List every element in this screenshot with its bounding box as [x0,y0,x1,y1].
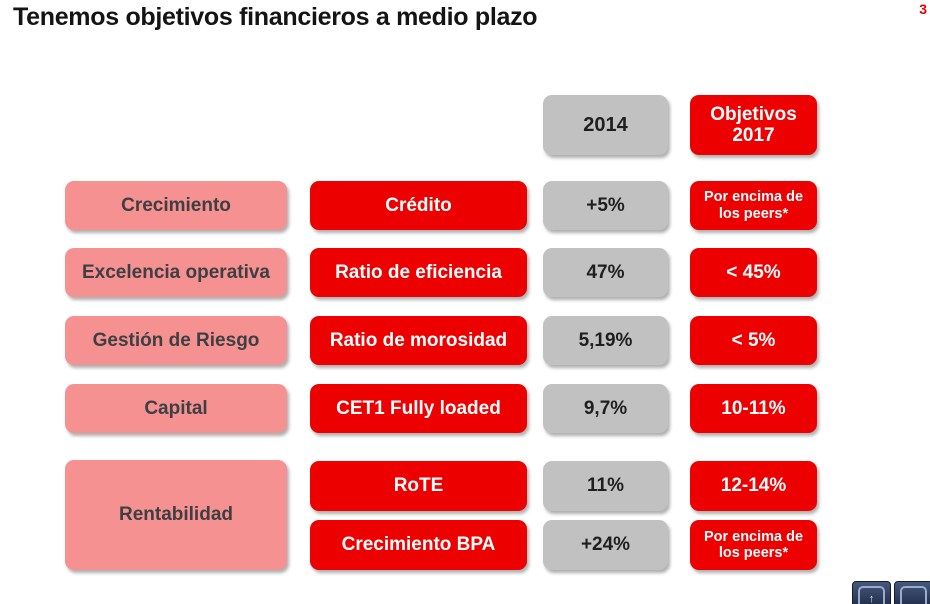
metric-rote: RoTE [310,461,527,511]
category-capital: Capital [65,384,287,433]
nav-button-partial-icon [900,586,927,604]
target-2017-crecimiento-bpa: Por encima de los peers* [690,520,817,570]
value-2014-cet1: 9,7% [543,384,668,433]
nav-button-partial[interactable] [894,581,930,604]
page-nav-toolbar: ↑ [852,581,930,604]
target-2017-cet1: 10-11% [690,384,817,433]
target-2017-credito: Por encima de los peers* [690,181,817,230]
scroll-up-button[interactable]: ↑ [852,581,891,604]
target-2017-ratio-morosidad: < 5% [690,316,817,365]
value-2014-rote: 11% [543,461,668,511]
value-2014-ratio-eficiencia: 47% [543,248,668,297]
column-header-objetivos-2017: Objetivos 2017 [690,95,817,155]
category-rentabilidad: Rentabilidad [65,460,287,570]
column-header-2014: 2014 [543,95,668,155]
category-crecimiento: Crecimiento [65,181,287,230]
page-number: 3 [919,1,927,17]
metric-crecimiento-bpa: Crecimiento BPA [310,520,527,570]
category-gestion-de-riesgo: Gestión de Riesgo [65,316,287,365]
value-2014-credito: +5% [543,181,668,230]
metric-cet1-fully-loaded: CET1 Fully loaded [310,384,527,433]
value-2014-ratio-morosidad: 5,19% [543,316,668,365]
metric-ratio-de-morosidad: Ratio de morosidad [310,316,527,365]
metric-ratio-de-eficiencia: Ratio de eficiencia [310,248,527,297]
target-2017-ratio-eficiencia: < 45% [690,248,817,297]
value-2014-crecimiento-bpa: +24% [543,520,668,570]
metric-credito: Crédito [310,181,527,230]
category-excelencia-operativa: Excelencia operativa [65,248,287,297]
target-2017-rote: 12-14% [690,461,817,511]
up-arrow-icon: ↑ [858,586,885,604]
slide-title: Tenemos objetivos financieros a medio pl… [13,3,538,31]
